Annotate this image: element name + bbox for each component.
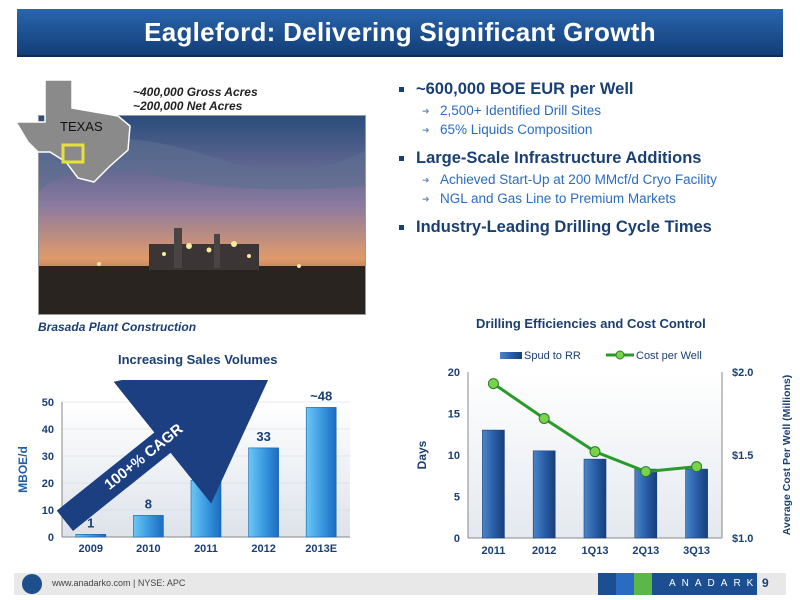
y-tick-label: 5 [454, 492, 460, 504]
title-bar: Eagleford: Delivering Significant Growth [17, 9, 783, 57]
cost-point [640, 466, 652, 478]
legend-label: Spud to RR [524, 350, 581, 362]
sub-bullet: ➜ 2,500+ Identified Drill Sites [422, 103, 601, 118]
drilling-efficiency-chart: 0 5 10 15 20 $1.0 $1.5 $2.0 Days Average Cost Per… [415, 350, 793, 557]
x-tick-label: 3Q13 [683, 545, 710, 557]
cost-point [487, 378, 499, 390]
y-tick-label: 15 [448, 409, 460, 421]
sub-bullet: ➜ NGL and Gas Line to Premium Markets [422, 191, 676, 206]
y2-tick-label: $1.5 [732, 450, 753, 462]
bar [133, 515, 164, 538]
footer-url: www.anadarko.com | NYSE: APC [52, 578, 186, 588]
bar-value-label: 33 [256, 429, 270, 444]
bar-value-label: 21 [199, 461, 213, 476]
bar-value-label: 8 [145, 496, 152, 511]
anadarko-logo-icon [22, 574, 42, 594]
y-tick-label: 30 [42, 451, 54, 463]
cost-point [538, 412, 550, 424]
bullet-2: Large-Scale Infrastructure Additions [398, 149, 788, 168]
bar-value-label: ~48 [310, 388, 332, 403]
gross-acres: ~400,000 Gross Acres [133, 85, 258, 99]
drilling-chart-title: Drilling Efficiencies and Cost Control [476, 316, 706, 331]
eagleford-highlight [61, 143, 85, 164]
x-tick-label: 2Q13 [632, 545, 659, 557]
y-tick-label: 40 [42, 424, 54, 436]
bar [634, 468, 658, 539]
bullet-square-icon [399, 156, 404, 161]
y-axis-title: MBOE/d [16, 446, 30, 493]
bullet-square-icon [399, 87, 404, 92]
y-tick-label: 10 [448, 450, 460, 462]
cost-point [589, 446, 601, 458]
plant-photo [38, 115, 366, 315]
bullet-3: Industry-Leading Drilling Cycle Times [398, 218, 788, 237]
y2-axis-title: Average Cost Per Well (Millions) [781, 375, 793, 535]
y2-tick-label: $2.0 [732, 367, 753, 379]
arrow-bullet-icon: ➜ [422, 194, 430, 204]
y-tick-label: 0 [48, 532, 54, 544]
bar [685, 468, 708, 539]
x-tick-label: 2011 [481, 545, 505, 557]
net-acres: ~200,000 Net Acres [133, 99, 243, 113]
bar-value-label: 1 [87, 515, 94, 530]
bar [532, 450, 556, 539]
y-tick-label: 20 [448, 367, 460, 379]
arrow-bullet-icon: ➜ [422, 175, 430, 185]
arrow-bullet-icon: ➜ [422, 125, 430, 135]
y-tick-label: 0 [454, 533, 460, 545]
bullet-list: ~600,000 BOE EUR per Well ➜ 2,500+ Identi… [398, 80, 788, 237]
legend-label: Cost per Well [636, 350, 702, 362]
y-tick-label: 10 [42, 505, 54, 517]
x-tick-label: 2012 [251, 543, 275, 555]
x-tick-label: 2011 [194, 543, 218, 555]
footer-block [598, 573, 616, 595]
sales-chart-title: Increasing Sales Volumes [118, 352, 278, 367]
sales-volume-chart: 0 10 20 30 40 50 MBOE/d 1 2009 8 2010 21 2011 33 2012 ~… [16, 380, 350, 555]
texas-label: TEXAS [60, 119, 103, 134]
x-tick-label: 2012 [532, 545, 556, 557]
page-number: 9 [762, 576, 769, 590]
legend-bar-swatch [500, 352, 522, 359]
page-title: Eagleford: Delivering Significant Growth [144, 17, 656, 47]
x-tick-label: 2013E [305, 543, 337, 555]
sub-bullet: ➜ Achieved Start-Up at 200 MMcf/d Cryo Fa… [422, 172, 717, 187]
bar [305, 407, 337, 538]
arrow-bullet-icon: ➜ [422, 106, 430, 116]
bar [248, 447, 279, 538]
texas-map: TEXAS [10, 78, 135, 188]
bullet-1: ~600,000 BOE EUR per Well [398, 80, 788, 99]
y-tick-label: 20 [42, 478, 54, 490]
cagr-arrow [56, 380, 285, 531]
x-tick-label: 1Q13 [582, 545, 609, 557]
footer-brand: ANADARKO [669, 578, 774, 589]
footer: www.anadarko.com | NYSE: APC ANADARKO 9 [14, 573, 786, 595]
photo-caption: Brasada Plant Construction [38, 320, 197, 334]
legend-line-marker [615, 350, 625, 360]
sub-bullet: ➜ 65% Liquids Composition [422, 122, 593, 137]
footer-block [616, 573, 634, 595]
bar [75, 534, 107, 538]
bullet-square-icon [399, 225, 404, 230]
footer-block [634, 573, 652, 595]
footer-block [652, 573, 757, 595]
y-tick-label: 50 [42, 397, 54, 409]
bar [190, 480, 222, 538]
y-axis-title: Days [415, 440, 429, 469]
x-tick-label: 2009 [79, 543, 103, 555]
cost-point [691, 461, 703, 473]
x-tick-label: 2010 [136, 543, 160, 555]
y2-tick-label: $1.0 [732, 533, 753, 545]
bar [583, 458, 607, 539]
bar [482, 429, 505, 539]
